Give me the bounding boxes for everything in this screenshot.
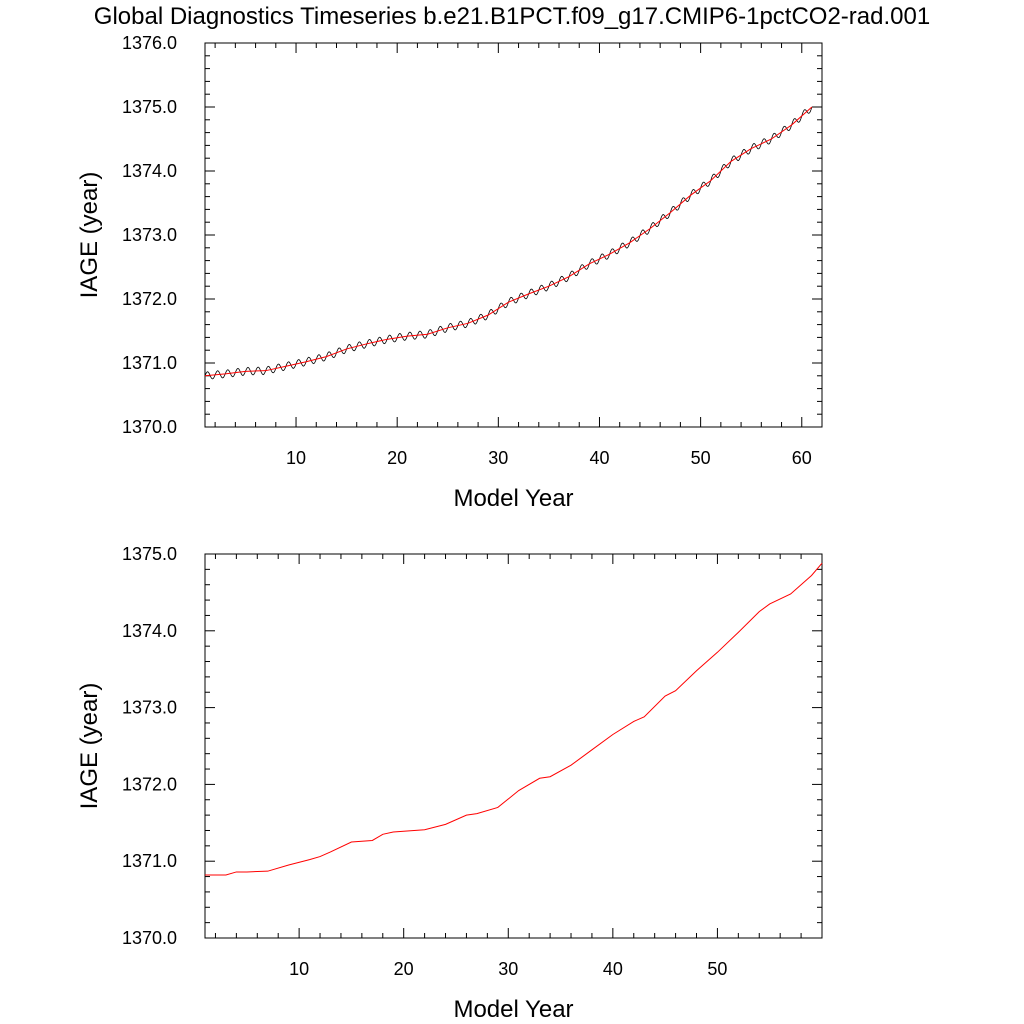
y-tick-label: 1372.0 (122, 289, 177, 309)
y-axis-label: IAGE (year) (76, 683, 103, 810)
y-ticks: 1370.0 1371.0 1372.0 1373.0 1374.0 1375.0 1376… (122, 33, 822, 437)
x-tick-label: 10 (286, 448, 306, 468)
x-tick-label: 20 (387, 448, 407, 468)
chart-panel-top: 10 20 30 40 50 60 1370.01371.01372.01373.0137… (76, 33, 823, 512)
series-lines (204, 106, 813, 380)
x-tick-label: 40 (589, 448, 609, 468)
y-tick-label: 1370.0 (122, 928, 177, 948)
x-ticks: 10 20 30 40 50 60 (214, 43, 823, 468)
x-axis-label: Model Year (453, 485, 573, 512)
series-line-0 (205, 562, 823, 876)
y-tick-label: 1370.0 (122, 417, 177, 437)
x-axis-label: Model Year (453, 996, 573, 1023)
x-tick-label: 10 (289, 959, 309, 979)
x-tick-label: 50 (691, 448, 711, 468)
plot-frame (204, 42, 823, 428)
y-tick-label: 1375.0 (122, 544, 177, 564)
y-tick-label: 1371.0 (122, 851, 177, 871)
y-tick-label: 1371.0 (122, 353, 177, 373)
series-line-0 (204, 106, 813, 380)
chart-panel-bottom: 10 20 30 40 50 1370.0 1371.0 1372.0 1373.0 1374.… (76, 544, 823, 1023)
y-tick-label: 1373.0 (122, 225, 177, 245)
y-ticks: 1370.0 1371.0 1372.0 1373.0 1374.0 1375.0 (122, 544, 822, 948)
x-tick-label: 50 (707, 959, 727, 979)
x-tick-label: 30 (488, 448, 508, 468)
y-tick-label: 1376.0 (122, 33, 177, 53)
x-tick-label: 30 (498, 959, 518, 979)
y-tick-label: 1372.0 (122, 774, 177, 794)
y-tick-label: 1373.0 (122, 698, 177, 718)
y-tick-label: 1374.0 (122, 161, 177, 181)
x-tick-label: 40 (603, 959, 623, 979)
x-ticks: 10 20 30 40 50 (214, 554, 823, 979)
series-line-1 (204, 106, 813, 377)
y-tick-label: 1374.0 (122, 621, 177, 641)
x-tick-label: 60 (792, 448, 812, 468)
series-lines (205, 562, 823, 876)
y-axis-label: IAGE (year) (76, 172, 103, 299)
y-tick-label: 1375.0 (122, 97, 177, 117)
chart-title: Global Diagnostics Timeseries b.e21.B1PC… (94, 3, 930, 30)
x-tick-label: 20 (394, 959, 414, 979)
plot-frame (204, 553, 823, 939)
